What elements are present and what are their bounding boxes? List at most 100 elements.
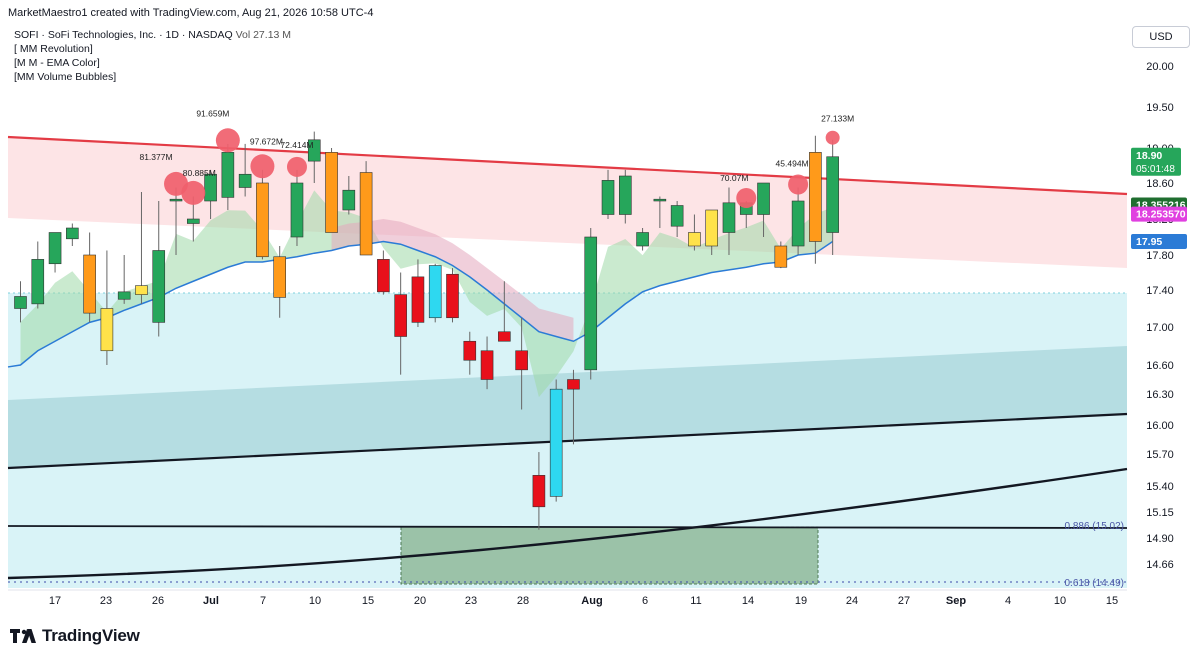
- x-tick-label: 24: [846, 595, 858, 607]
- candle: [532, 452, 546, 530]
- x-tick-label: 15: [1106, 595, 1118, 607]
- candle-body: [636, 232, 649, 247]
- candle: [584, 228, 598, 380]
- candle: [66, 223, 79, 246]
- candle-body: [498, 331, 511, 342]
- volume-bubble-label: 97.672M: [250, 136, 283, 146]
- candle: [826, 139, 839, 255]
- candle: [722, 187, 736, 255]
- x-tick-label: 26: [152, 595, 164, 607]
- candle-body: [757, 182, 770, 215]
- candle-body: [688, 232, 701, 247]
- candle: [670, 201, 684, 237]
- candle: [705, 209, 719, 255]
- channel-line: [7, 412, 1128, 470]
- candle: [14, 281, 27, 323]
- created-line: MarketMaestro1 created with TradingView.…: [8, 7, 374, 19]
- price-label-bg: [1131, 206, 1187, 222]
- currency-button[interactable]: USD: [1132, 26, 1190, 48]
- x-tick-label: 27: [898, 595, 910, 607]
- y-tick-label: 18.60: [1146, 178, 1174, 190]
- footer-brand[interactable]: TradingView: [10, 626, 140, 646]
- x-tick-label: 23: [465, 595, 477, 607]
- candle-body: [14, 296, 27, 309]
- candle: [135, 192, 148, 304]
- x-tick-label: 28: [517, 595, 529, 607]
- candle-body: [618, 175, 632, 215]
- candle: [567, 369, 580, 445]
- candle: [394, 272, 407, 375]
- x-tick-label: 7: [260, 595, 266, 607]
- candle: [411, 259, 425, 327]
- candle-body: [48, 232, 62, 265]
- candle: [221, 143, 235, 210]
- candle-body: [31, 259, 45, 305]
- candle-body: [428, 265, 442, 319]
- candle: [809, 135, 822, 264]
- candle-body: [135, 285, 148, 295]
- volume-bubble: [215, 128, 240, 153]
- price-label: 17.95: [1131, 234, 1187, 249]
- price-label: 18.253570: [1131, 206, 1187, 222]
- candle: [498, 281, 511, 342]
- brand-wordmark: TradingView: [42, 626, 140, 645]
- volume-bubble-label: 27.133M: [821, 114, 854, 124]
- trendlines-layer: 0.886 (15.02) 0.618 (14.49): [7, 135, 1128, 589]
- price-label-text: 18.90: [1136, 150, 1162, 162]
- candle: [480, 336, 494, 390]
- volume-bubble-label: 45.494M: [776, 159, 809, 169]
- indicator-mm-revolution[interactable]: [ MM Revolution]: [14, 43, 93, 55]
- y-tick-label: 16.60: [1146, 360, 1174, 372]
- candle: [83, 232, 96, 323]
- ema-cloud: [20, 190, 833, 398]
- y-axis: 20.0019.5019.0018.6018.2017.8017.4017.00…: [1146, 61, 1174, 571]
- candle: [117, 255, 131, 304]
- candle-body: [584, 236, 598, 371]
- candle-body: [221, 152, 235, 198]
- volume-bubble-label: 72.414M: [280, 140, 313, 150]
- symbol-row[interactable]: SOFI · SoFi Technologies, Inc. · 1D · NA…: [14, 28, 291, 42]
- candle-body: [100, 308, 114, 352]
- candle: [428, 263, 442, 323]
- candle: [618, 169, 632, 224]
- candle: [342, 176, 356, 215]
- indicator-volume-bubbles[interactable]: [MM Volume Bubbles]: [14, 71, 117, 83]
- x-tick-label: 6: [642, 595, 648, 607]
- candle-body: [722, 202, 736, 233]
- y-tick-label: 20.00: [1146, 61, 1174, 73]
- candle-body: [705, 209, 719, 247]
- x-tick-label: 19: [795, 595, 807, 607]
- price-label-text: 18.253570: [1136, 209, 1186, 221]
- volume-bubble: [736, 188, 757, 208]
- volume-bubble-label: 91.659M: [196, 108, 229, 118]
- x-tick-label: 11: [690, 595, 701, 607]
- price-label-bg: [1131, 147, 1181, 176]
- candle-body: [826, 156, 839, 233]
- volume-bubble: [286, 156, 307, 177]
- candle: [549, 379, 563, 502]
- candle: [601, 169, 615, 219]
- x-tick-label: 14: [742, 595, 754, 607]
- tradingview-logo-icon: [10, 629, 36, 643]
- indicator-ema-color[interactable]: [M M - EMA Color]: [14, 57, 100, 69]
- demand-box: [400, 526, 819, 585]
- candle: [48, 232, 62, 273]
- volume-bubble-label: 80.885M: [183, 168, 216, 178]
- y-tick-label: 16.00: [1146, 420, 1174, 432]
- candle: [31, 241, 45, 309]
- volume-bubble-label: 70.07M: [720, 173, 748, 183]
- price-label-countdown: 05:01:48: [1136, 164, 1175, 175]
- y-tick-label: 16.30: [1146, 389, 1174, 401]
- candle: [463, 331, 477, 375]
- candle: [204, 169, 217, 219]
- candle: [653, 196, 667, 228]
- candles-layer: [14, 131, 839, 530]
- volume-bubble: [788, 174, 809, 195]
- candle-body: [307, 139, 321, 162]
- candle: [290, 169, 304, 246]
- candle-body: [273, 256, 287, 298]
- candle: [774, 241, 788, 269]
- candle-body: [411, 276, 425, 323]
